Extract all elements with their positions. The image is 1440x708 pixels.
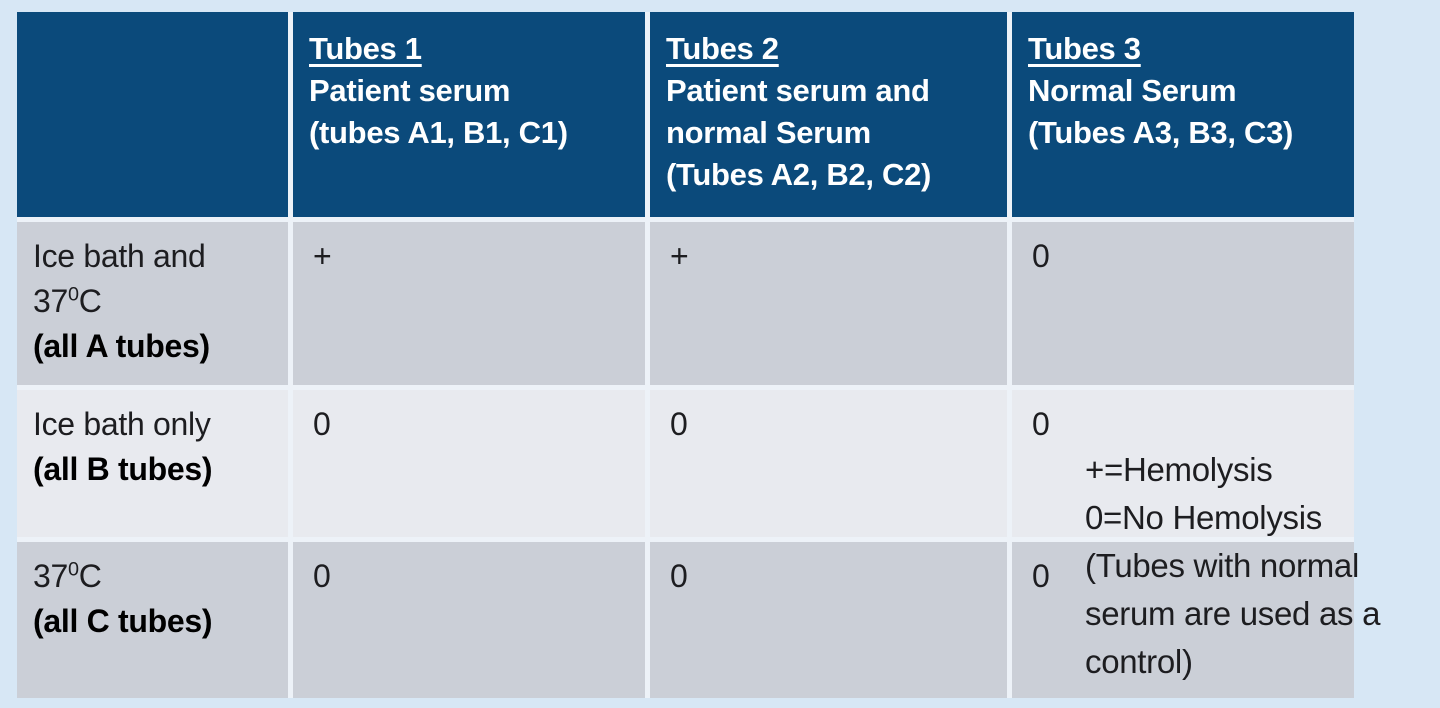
result-cell-b1: 0 <box>293 390 645 537</box>
header-cell-tubes3: Tubes 3 Normal Serum (Tubes A3, B3, C3) <box>1012 12 1354 217</box>
column-title-tubes3: Tubes 3 <box>1028 31 1141 66</box>
result-cell-c2: 0 <box>650 542 1007 698</box>
row-condition-text: Ice bath and 370C <box>33 234 274 324</box>
label-text: Ice bath only <box>33 406 211 442</box>
label-text-after: C <box>78 283 102 319</box>
column-tube-ids-tubes3: (Tubes A3, B3, C3) <box>1028 115 1294 150</box>
result-cell-a1: + <box>293 222 645 385</box>
legend-note-line-3: control) <box>1085 643 1193 680</box>
legend-note-line-2: serum are used as a <box>1085 595 1381 632</box>
column-description-tubes3: Normal Serum <box>1028 73 1237 108</box>
temperature-superscript: 0 <box>68 283 79 306</box>
row-label-b-tubes: Ice bath only (all B tubes) <box>17 390 288 537</box>
label-text: Ice bath and 37 <box>33 238 206 319</box>
temperature-superscript: 0 <box>68 558 79 581</box>
row-tube-group: (all C tubes) <box>33 603 213 639</box>
row-condition-text: Ice bath only <box>33 402 274 447</box>
label-text-after: C <box>78 558 102 594</box>
header-cell-tubes1: Tubes 1 Patient serum (tubes A1, B1, C1) <box>293 12 645 217</box>
legend-note-line-1: (Tubes with normal <box>1085 547 1359 584</box>
column-title-tubes1: Tubes 1 <box>309 31 422 66</box>
column-title-tubes2: Tubes 2 <box>666 31 779 66</box>
legend-line-zero: 0=No Hemolysis <box>1085 499 1322 536</box>
column-tube-ids-tubes2: (Tubes A2, B2, C2) <box>666 157 932 192</box>
result-cell-b3: 0 <box>1012 390 1354 537</box>
row-label-c-tubes: 370C (all C tubes) <box>17 542 288 698</box>
result-cell-c3: 0 <box>1012 542 1354 698</box>
result-cell-a2: + <box>650 222 1007 385</box>
header-cell-tubes2: Tubes 2 Patient serum and normal Serum (… <box>650 12 1007 217</box>
legend-line-plus: +=Hemolysis <box>1085 451 1273 488</box>
hemolysis-results-table: Tubes 1 Patient serum (tubes A1, B1, C1)… <box>17 12 1354 698</box>
result-cell-b2: 0 <box>650 390 1007 537</box>
column-description-tubes1: Patient serum <box>309 73 511 108</box>
header-cell-empty <box>17 12 288 217</box>
row-condition-text: 370C <box>33 554 274 599</box>
row-label-a-tubes: Ice bath and 370C (all A tubes) <box>17 222 288 385</box>
column-tube-ids-tubes1: (tubes A1, B1, C1) <box>309 115 568 150</box>
legend-note: +=Hemolysis 0=No Hemolysis (Tubes with n… <box>1085 446 1380 686</box>
row-tube-group: (all B tubes) <box>33 451 213 487</box>
result-cell-c1: 0 <box>293 542 645 698</box>
column-description-tubes2: Patient serum and normal Serum <box>666 73 930 150</box>
label-text: 37 <box>33 558 68 594</box>
result-cell-a3: 0 <box>1012 222 1354 385</box>
row-tube-group: (all A tubes) <box>33 328 210 364</box>
